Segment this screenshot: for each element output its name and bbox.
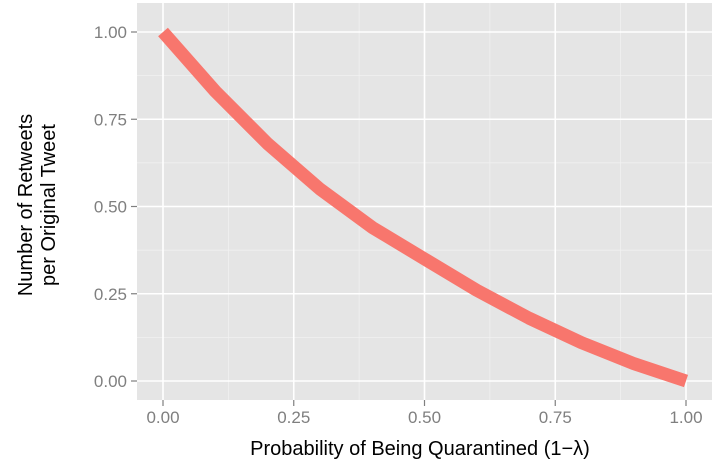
- x-tick-label: 1.00: [669, 408, 702, 427]
- y-tick-label: 0.50: [94, 198, 127, 217]
- x-tick-label: 0.50: [408, 408, 441, 427]
- x-tick-label: 0.00: [146, 408, 179, 427]
- x-tick-label: 0.75: [539, 408, 572, 427]
- x-axis-title: Probability of Being Quarantined (1−λ): [250, 438, 590, 460]
- series-layer: [158, 27, 689, 388]
- y-tick-label: 1.00: [94, 23, 127, 42]
- y-tick-label: 0.00: [94, 372, 127, 391]
- grid-lines: [137, 3, 712, 400]
- x-tick-label: 0.25: [277, 408, 310, 427]
- y-tick-label: 0.25: [94, 285, 127, 304]
- y-axis-title-line-1: Number of Retweets: [15, 114, 37, 296]
- y-axis-title-line-2: per Original Tweet: [38, 124, 60, 286]
- y-tick-label: 0.75: [94, 110, 127, 129]
- series-line: [158, 27, 689, 388]
- axes: 0.00 0.25 0.50 0.75 1.00 0.00 0.25 0.50 0.75 1.00: [94, 23, 703, 427]
